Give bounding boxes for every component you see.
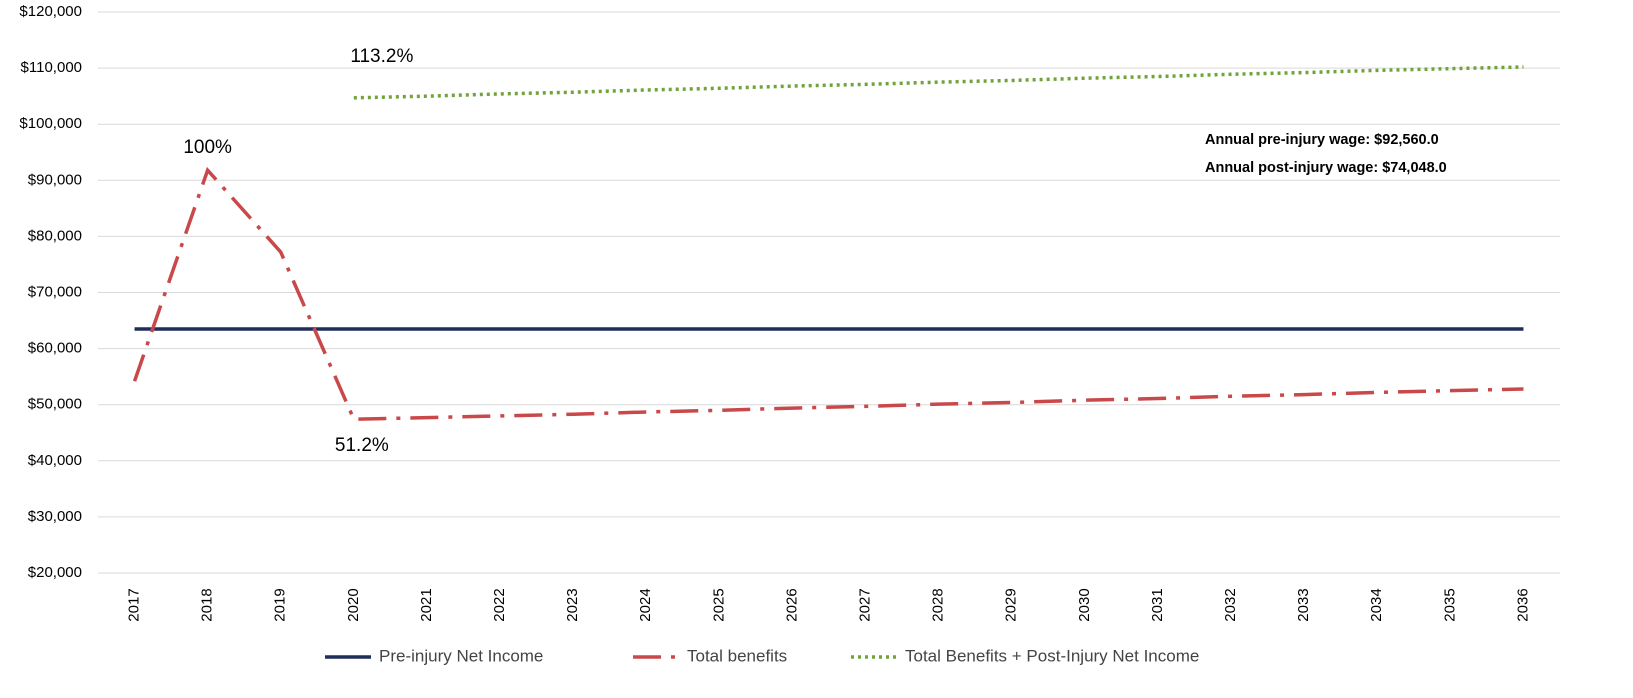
x-tick-label: 2024 bbox=[637, 588, 654, 621]
x-tick-label: 2030 bbox=[1076, 588, 1093, 621]
series-line bbox=[353, 65, 1524, 100]
x-tick-label: 2029 bbox=[1003, 588, 1020, 621]
annotation: 113.2% bbox=[350, 46, 413, 67]
x-tick-label: 2032 bbox=[1222, 588, 1239, 621]
legend-label: Pre-injury Net Income bbox=[379, 646, 543, 665]
note: Annual pre-injury wage: $92,560.0 bbox=[1205, 132, 1439, 148]
y-tick-label: $20,000 bbox=[28, 564, 82, 581]
x-tick-label: 2034 bbox=[1368, 588, 1385, 621]
note: Annual post-injury wage: $74,048.0 bbox=[1205, 160, 1447, 176]
x-tick-label: 2036 bbox=[1514, 588, 1531, 621]
x-tick-label: 2020 bbox=[345, 588, 362, 621]
y-tick-label: $70,000 bbox=[28, 283, 82, 300]
y-tick-label: $50,000 bbox=[28, 396, 82, 413]
x-tick-label: 2026 bbox=[783, 588, 800, 621]
x-tick-label: 2018 bbox=[199, 588, 216, 621]
x-tick-label: 2017 bbox=[126, 588, 143, 621]
x-tick-label: 2023 bbox=[564, 588, 581, 621]
x-tick-label: 2021 bbox=[418, 588, 435, 621]
y-tick-label: $100,000 bbox=[19, 115, 82, 132]
y-tick-label: $90,000 bbox=[28, 171, 82, 188]
annotation: 100% bbox=[183, 137, 232, 158]
x-tick-label: 2022 bbox=[491, 588, 508, 621]
y-tick-label: $40,000 bbox=[28, 452, 82, 469]
x-tick-label: 2027 bbox=[857, 588, 874, 621]
x-tick-label: 2035 bbox=[1441, 588, 1458, 621]
y-tick-label: $30,000 bbox=[28, 508, 82, 525]
y-tick-label: $120,000 bbox=[19, 3, 82, 20]
y-tick-label: $60,000 bbox=[28, 340, 82, 357]
y-tick-label: $110,000 bbox=[21, 59, 82, 76]
legend-label: Total Benefits + Post-Injury Net Income bbox=[905, 646, 1199, 665]
x-tick-label: 2028 bbox=[930, 588, 947, 621]
annotation: 51.2% bbox=[335, 435, 389, 456]
x-tick-label: 2031 bbox=[1149, 588, 1166, 621]
legend-label: Total benefits bbox=[687, 646, 787, 665]
x-tick-label: 2019 bbox=[272, 588, 289, 621]
series-line bbox=[132, 166, 1524, 422]
x-tick-label: 2033 bbox=[1295, 588, 1312, 621]
x-tick-label: 2025 bbox=[710, 588, 727, 621]
y-tick-label: $80,000 bbox=[28, 227, 82, 244]
